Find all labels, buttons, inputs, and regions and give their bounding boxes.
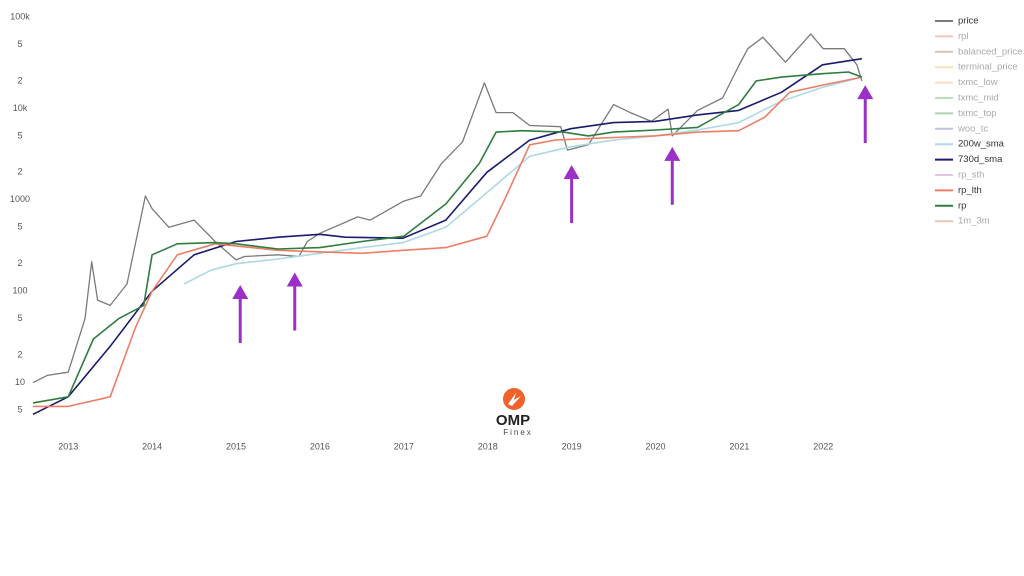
y-tick-label: 5 (17, 313, 22, 323)
legend-label: woo_tc (957, 123, 988, 134)
arrow-annotation (563, 165, 580, 224)
y-tick-label: 5 (17, 39, 22, 49)
watermark-subtitle: Finex (503, 428, 533, 437)
legend-item: price (935, 16, 979, 27)
legend-label: 1m_3m (958, 216, 990, 227)
legend-label: txmc_mid (958, 93, 999, 104)
legend-item: 1m_3m (935, 216, 990, 227)
y-tick-label: 5 (17, 222, 22, 232)
y-tick-label: 100k (10, 11, 30, 21)
legend-label: 730d_sma (958, 154, 1003, 165)
logo-glyph (508, 393, 521, 406)
legend-item: txmc_low (935, 77, 998, 88)
legend-item: terminal_price (935, 62, 1018, 73)
arrow-head (563, 165, 580, 180)
series-line (32, 33, 863, 384)
legend-item: rp_sth (935, 170, 984, 181)
series-line (183, 76, 863, 285)
x-tick-label: 2014 (142, 441, 162, 451)
legend-item: 200w_sma (935, 139, 1005, 150)
watermark: OMP Finex (496, 388, 533, 437)
x-tick-label: 2015 (226, 441, 246, 451)
y-tick-label: 5 (17, 405, 22, 415)
x-tick-label: 2013 (58, 441, 78, 451)
y-tick-label: 10 (15, 377, 25, 387)
arrow-head (664, 146, 681, 161)
legend-item: balanced_price (935, 46, 1022, 57)
x-tick-label: 2016 (310, 441, 330, 451)
legend-label: 200w_sma (958, 139, 1005, 150)
arrow-head (286, 272, 303, 287)
arrow-annotation (286, 272, 303, 331)
x-tick-label: 2018 (478, 441, 498, 451)
legend-item: 730d_sma (935, 154, 1003, 165)
watermark-title: OMP (496, 412, 530, 429)
legend-item: rpl (935, 31, 969, 42)
arrow-annotation (664, 146, 681, 205)
y-tick-label: 5 (17, 130, 22, 140)
x-tick-label: 2017 (394, 441, 414, 451)
arrow-head (232, 284, 249, 299)
legend-item: txmc_mid (935, 93, 999, 104)
legend-label: price (958, 16, 979, 27)
legend-label: rp_lth (958, 185, 982, 196)
x-tick-label: 2019 (562, 441, 582, 451)
series-line (33, 76, 863, 408)
y-tick-label: 2 (17, 349, 22, 359)
arrow-annotation (857, 85, 874, 144)
legend-item: woo_tc (935, 123, 988, 134)
x-tick-label: 2022 (813, 441, 833, 451)
y-tick-label: 1000 (10, 194, 30, 204)
x-tick-label: 2021 (729, 441, 749, 451)
y-tick-label: 2 (17, 75, 22, 85)
y-tick-label: 100 (12, 286, 27, 296)
arrow-head (857, 85, 874, 100)
y-tick-label: 10k (13, 103, 28, 113)
legend-label: txmc_low (958, 77, 998, 88)
legend-item: rp (935, 200, 966, 211)
legend-label: terminal_price (958, 62, 1018, 73)
legend-label: balanced_price (958, 46, 1022, 57)
legend-label: txmc_top (958, 108, 997, 119)
y-tick-label: 2 (17, 167, 22, 177)
series-line (32, 71, 863, 404)
y-tick-label: 2 (17, 258, 22, 268)
legend-item: txmc_top (935, 108, 997, 119)
x-tick-label: 2020 (645, 441, 665, 451)
legend-label: rpl (958, 31, 969, 42)
legend-label: rp_sth (958, 170, 984, 181)
legend-label: rp (958, 200, 966, 211)
legend-item: rp_lth (935, 185, 982, 196)
arrow-annotation (232, 284, 249, 343)
